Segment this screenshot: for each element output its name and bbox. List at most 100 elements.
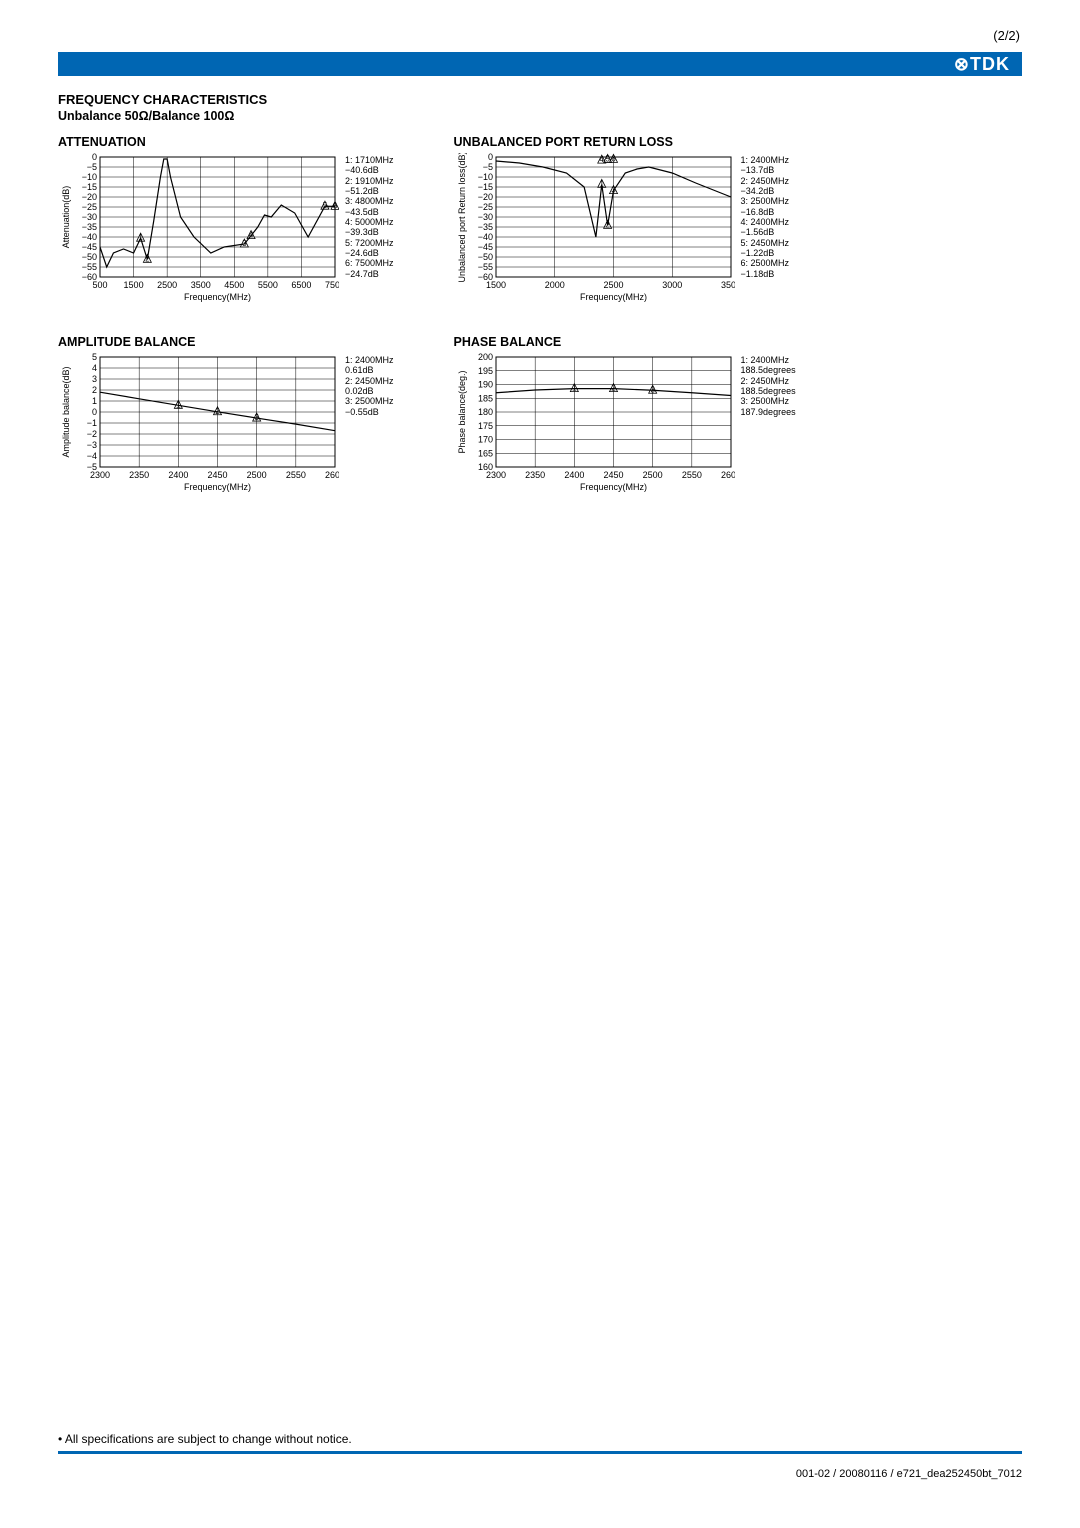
svg-text:−55: −55 [82, 262, 97, 272]
svg-text:3500: 3500 [191, 280, 211, 290]
svg-text:2450: 2450 [207, 470, 227, 480]
svg-text:2: 2 [611, 384, 616, 393]
svg-text:1: 1 [572, 384, 577, 393]
svg-text:500: 500 [92, 280, 107, 290]
amp-balance-legend: 1: 2400MHz 0.61dB2: 2450MHz 0.02dB3: 250… [345, 355, 394, 417]
svg-text:2550: 2550 [681, 470, 701, 480]
svg-text:3500: 3500 [721, 280, 735, 290]
svg-text:−20: −20 [477, 192, 492, 202]
svg-text:−1: −1 [87, 418, 97, 428]
svg-text:−10: −10 [477, 172, 492, 182]
svg-text:1: 1 [92, 396, 97, 406]
svg-text:195: 195 [478, 366, 493, 376]
page-number: (2/2) [993, 28, 1020, 43]
footer-id: 001-02 / 20080116 / e721_dea252450bt_701… [796, 1468, 1022, 1480]
svg-text:2500: 2500 [157, 280, 177, 290]
svg-text:190: 190 [478, 380, 493, 390]
svg-text:Frequency(MHz): Frequency(MHz) [184, 482, 251, 492]
attenuation-legend: 1: 1710MHz −40.6dB2: 1910MHz −51.2dB3: 4… [345, 155, 394, 279]
svg-text:0: 0 [92, 153, 97, 162]
svg-text:2400: 2400 [168, 470, 188, 480]
svg-text:180: 180 [478, 407, 493, 417]
svg-text:6500: 6500 [291, 280, 311, 290]
svg-text:2: 2 [215, 407, 220, 416]
svg-text:−25: −25 [82, 202, 97, 212]
svg-text:2500: 2500 [642, 470, 662, 480]
svg-text:−4: −4 [87, 451, 97, 461]
svg-text:2500: 2500 [603, 280, 623, 290]
svg-text:4500: 4500 [224, 280, 244, 290]
svg-text:6: 6 [611, 154, 616, 163]
return-loss-title: UNBALANCED PORT RETURN LOSS [454, 135, 790, 149]
svg-text:6: 6 [333, 201, 338, 210]
svg-text:1: 1 [599, 179, 604, 188]
svg-text:Frequency(MHz): Frequency(MHz) [580, 482, 647, 492]
svg-text:−20: −20 [82, 192, 97, 202]
svg-text:Unbalanced port Return loss(dB: Unbalanced port Return loss(dB) [457, 153, 467, 283]
tdk-logo: ⊗TDK [954, 54, 1010, 75]
attenuation-block: ATTENUATION −60−55−50−45−40−35−30−25−20−… [58, 127, 394, 303]
svg-text:170: 170 [478, 435, 493, 445]
svg-text:2300: 2300 [90, 470, 110, 480]
amp-balance-block: AMPLITUDE BALANCE −5−4−3−2−1012345230023… [58, 327, 394, 493]
svg-text:Frequency(MHz): Frequency(MHz) [184, 292, 251, 302]
amp-balance-chart: −5−4−3−2−1012345230023502400245025002550… [58, 353, 339, 493]
svg-text:Amplitude balance(dB): Amplitude balance(dB) [61, 366, 71, 457]
content: FREQUENCY CHARACTERISTICS Unbalance 50Ω/… [58, 92, 1022, 493]
header-bar: ⊗TDK [58, 52, 1022, 76]
svg-text:−15: −15 [82, 182, 97, 192]
return-loss-chart: −60−55−50−45−40−35−30−25−20−15−10−501500… [454, 153, 735, 303]
svg-text:Attenuation(dB): Attenuation(dB) [61, 186, 71, 249]
svg-text:2350: 2350 [525, 470, 545, 480]
svg-text:2350: 2350 [129, 470, 149, 480]
main-heading: FREQUENCY CHARACTERISTICS [58, 92, 1022, 107]
svg-text:−2: −2 [87, 429, 97, 439]
attenuation-chart: −60−55−50−45−40−35−30−25−20−15−10−505001… [58, 153, 339, 303]
svg-text:3: 3 [650, 385, 655, 394]
svg-text:1: 1 [138, 233, 143, 242]
svg-text:−35: −35 [477, 222, 492, 232]
svg-text:−40: −40 [477, 232, 492, 242]
phase-balance-chart: 1601651701751801851901952002300235024002… [454, 353, 735, 493]
svg-text:−40: −40 [82, 232, 97, 242]
svg-text:2500: 2500 [247, 470, 267, 480]
svg-text:3: 3 [242, 239, 247, 248]
svg-text:5: 5 [323, 201, 328, 210]
amp-balance-title: AMPLITUDE BALANCE [58, 335, 394, 349]
svg-text:−25: −25 [477, 202, 492, 212]
svg-text:185: 185 [478, 393, 493, 403]
svg-text:−50: −50 [82, 252, 97, 262]
attenuation-title: ATTENUATION [58, 135, 394, 149]
svg-text:−10: −10 [82, 172, 97, 182]
svg-text:5500: 5500 [258, 280, 278, 290]
svg-text:3: 3 [254, 413, 259, 422]
svg-text:3: 3 [92, 374, 97, 384]
phase-balance-legend: 1: 2400MHz 188.5degrees2: 2450MHz 188.5d… [741, 355, 796, 417]
chart-row-1: ATTENUATION −60−55−50−45−40−35−30−25−20−… [58, 127, 1022, 303]
svg-text:1500: 1500 [124, 280, 144, 290]
svg-text:3000: 3000 [662, 280, 682, 290]
svg-text:2300: 2300 [486, 470, 506, 480]
svg-text:4: 4 [92, 363, 97, 373]
svg-text:−45: −45 [477, 242, 492, 252]
svg-text:2600: 2600 [721, 470, 735, 480]
svg-text:−5: −5 [482, 162, 492, 172]
svg-text:−30: −30 [477, 212, 492, 222]
svg-text:2400: 2400 [564, 470, 584, 480]
svg-text:200: 200 [478, 353, 493, 362]
return-loss-block: UNBALANCED PORT RETURN LOSS −60−55−50−45… [454, 127, 790, 303]
svg-text:2600: 2600 [325, 470, 339, 480]
svg-text:2550: 2550 [286, 470, 306, 480]
chart-row-2: AMPLITUDE BALANCE −5−4−3−2−1012345230023… [58, 327, 1022, 493]
svg-text:4: 4 [249, 231, 254, 240]
svg-text:2000: 2000 [544, 280, 564, 290]
svg-text:Frequency(MHz): Frequency(MHz) [580, 292, 647, 302]
svg-text:Phase balance(deg.): Phase balance(deg.) [457, 370, 467, 453]
svg-text:7500: 7500 [325, 280, 339, 290]
svg-text:0: 0 [92, 407, 97, 417]
svg-text:−15: −15 [477, 182, 492, 192]
svg-text:2: 2 [605, 220, 610, 229]
svg-text:−45: −45 [82, 242, 97, 252]
svg-text:175: 175 [478, 421, 493, 431]
svg-text:3: 3 [611, 186, 616, 195]
